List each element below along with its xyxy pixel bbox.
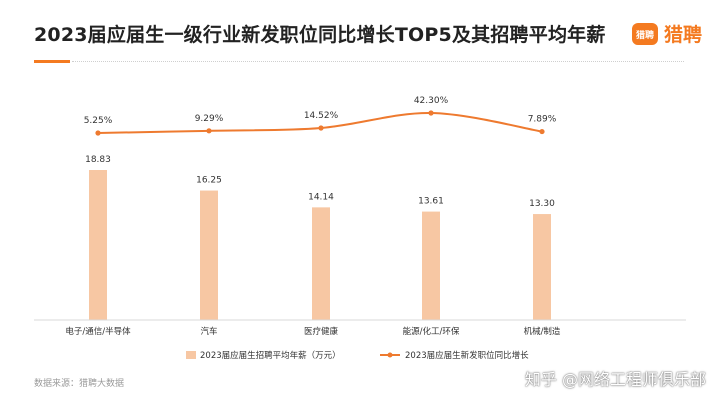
brand: 猎聘 猎聘 — [631, 20, 702, 47]
line-value-labels: 5.25% 9.29% 14.52% 42.30% 7.89% — [84, 96, 557, 126]
title-accent-rule — [34, 60, 70, 63]
legend-bar-label: 2023届应届生招聘平均年薪（万元） — [200, 350, 341, 361]
title-divider — [72, 61, 684, 63]
bar — [422, 211, 440, 320]
growth-value-label: 14.52% — [304, 111, 339, 121]
data-source-note: 数据来源：猎聘大数据 — [34, 379, 125, 389]
bar-value-label: 13.30 — [529, 199, 555, 209]
bar-value-label: 13.61 — [418, 197, 444, 207]
brand-logo-text: 猎聘 — [635, 30, 654, 41]
bar — [200, 190, 218, 320]
growth-point — [539, 128, 545, 135]
bar-value-labels: 18.83 16.25 14.14 13.61 13.30 — [85, 155, 555, 209]
chart-title: 2023届应届生一级行业新发职位同比增长TOP5及其招聘平均年薪 — [34, 24, 606, 46]
bar-series — [89, 170, 551, 320]
legend-line-label: 2023届应届生新发职位同比增长 — [405, 350, 529, 361]
growth-point — [318, 125, 324, 131]
growth-point — [428, 110, 434, 116]
bar-value-label: 18.83 — [85, 155, 111, 165]
category-labels: 电子/通信/半导体 汽车 医疗健康 能源/化工/环保 机械/制造 — [65, 326, 561, 337]
line-series — [95, 110, 545, 136]
growth-value-label: 9.29% — [195, 114, 224, 124]
bar — [89, 170, 107, 320]
brand-name: 猎聘 — [663, 24, 702, 46]
bar-value-label: 16.25 — [196, 176, 222, 186]
bar — [533, 214, 551, 320]
watermark: 知乎 @网络工程师俱乐部 — [524, 370, 706, 389]
legend: 2023届应届生招聘平均年薪（万元） 2023届应届生新发职位同比增长 — [186, 350, 529, 361]
growth-value-label: 42.30% — [414, 96, 449, 106]
legend-bar-swatch — [186, 351, 196, 359]
brand-logo-icon: 猎聘 — [631, 22, 658, 45]
growth-point — [95, 130, 101, 136]
growth-value-label: 5.25% — [84, 116, 113, 126]
growth-value-label: 7.89% — [528, 115, 557, 125]
legend-line-marker — [387, 352, 393, 358]
bar-value-label: 14.14 — [308, 192, 334, 202]
bar — [312, 207, 330, 320]
growth-point — [206, 128, 212, 134]
category-label: 医疗健康 — [304, 326, 339, 337]
category-label: 汽车 — [200, 326, 217, 337]
category-label: 电子/通信/半导体 — [65, 326, 131, 337]
category-label: 能源/化工/环保 — [403, 326, 460, 337]
category-label: 机械/制造 — [524, 326, 561, 337]
